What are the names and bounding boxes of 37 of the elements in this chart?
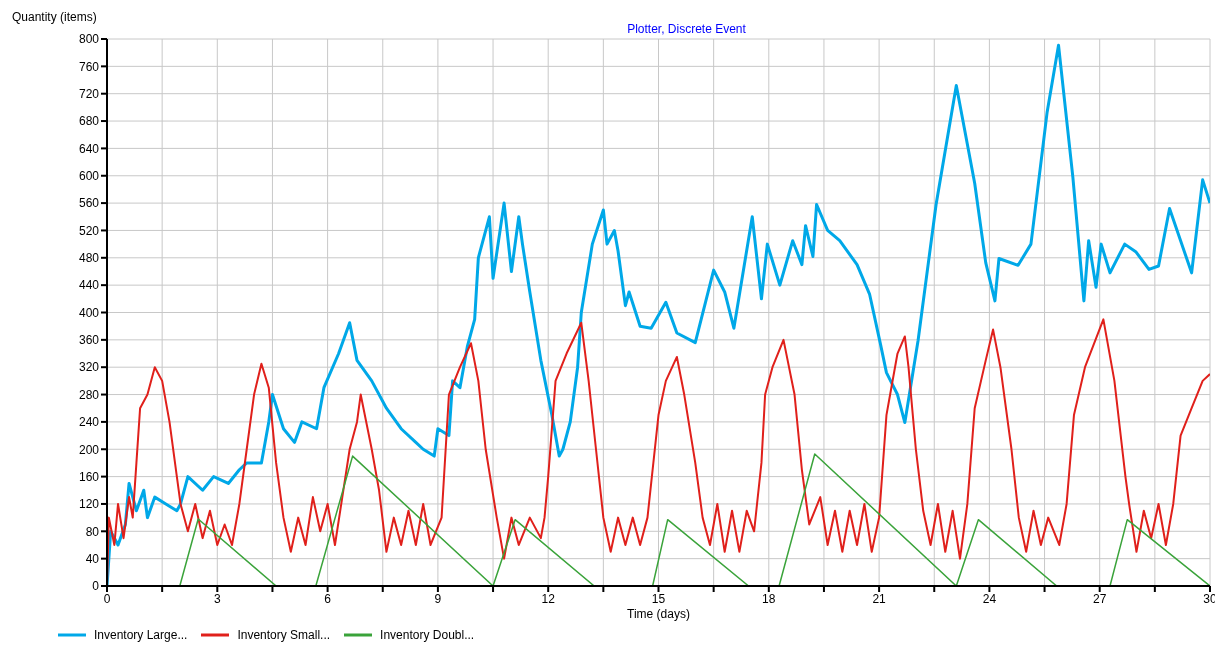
x-tick-label: 9	[434, 591, 442, 606]
x-axis-title: Time (days)	[627, 607, 690, 621]
x-tick-label: 3	[213, 591, 221, 606]
y-tick-label: 0	[92, 579, 100, 594]
x-tick-label: 15	[651, 591, 666, 606]
y-tick-label: 240	[78, 415, 100, 430]
y-tick-label: 360	[78, 333, 100, 348]
x-tick-label: 21	[872, 591, 887, 606]
y-tick-label: 200	[78, 442, 100, 457]
x-tick-label: 18	[762, 591, 776, 606]
y-tick-label: 680	[78, 114, 100, 129]
y-tick-label: 120	[78, 497, 100, 512]
y-tick-label: 720	[78, 86, 100, 101]
legend-label: Inventory Large...	[94, 628, 188, 642]
y-axis-title: Quantity (items)	[12, 10, 97, 24]
y-tick-label: 400	[78, 305, 100, 320]
y-tick-label: 280	[78, 387, 100, 402]
y-tick-label: 800	[78, 32, 100, 47]
y-tick-label: 440	[78, 278, 100, 293]
legend-label: Inventory Small...	[237, 628, 331, 642]
x-tick-label: 12	[541, 591, 556, 606]
y-tick-label: 640	[78, 141, 100, 156]
x-tick-label: 27	[1093, 591, 1107, 606]
y-tick-label: 760	[78, 59, 100, 74]
x-tick-label: 0	[103, 591, 111, 606]
y-tick-label: 560	[78, 196, 100, 211]
x-tick-label: 24	[982, 591, 997, 606]
y-tick-label: 80	[85, 524, 100, 539]
y-tick-label: 600	[78, 169, 100, 184]
y-tick-label: 320	[78, 360, 100, 375]
y-tick-label: 40	[85, 551, 100, 566]
y-tick-label: 160	[78, 469, 100, 484]
legend-label: Inventory Doubl...	[380, 628, 475, 642]
y-tick-label: 520	[78, 223, 100, 238]
chart-title: Plotter, Discrete Event	[627, 22, 746, 36]
x-tick-label: 6	[324, 591, 332, 606]
y-tick-label: 480	[78, 251, 100, 266]
